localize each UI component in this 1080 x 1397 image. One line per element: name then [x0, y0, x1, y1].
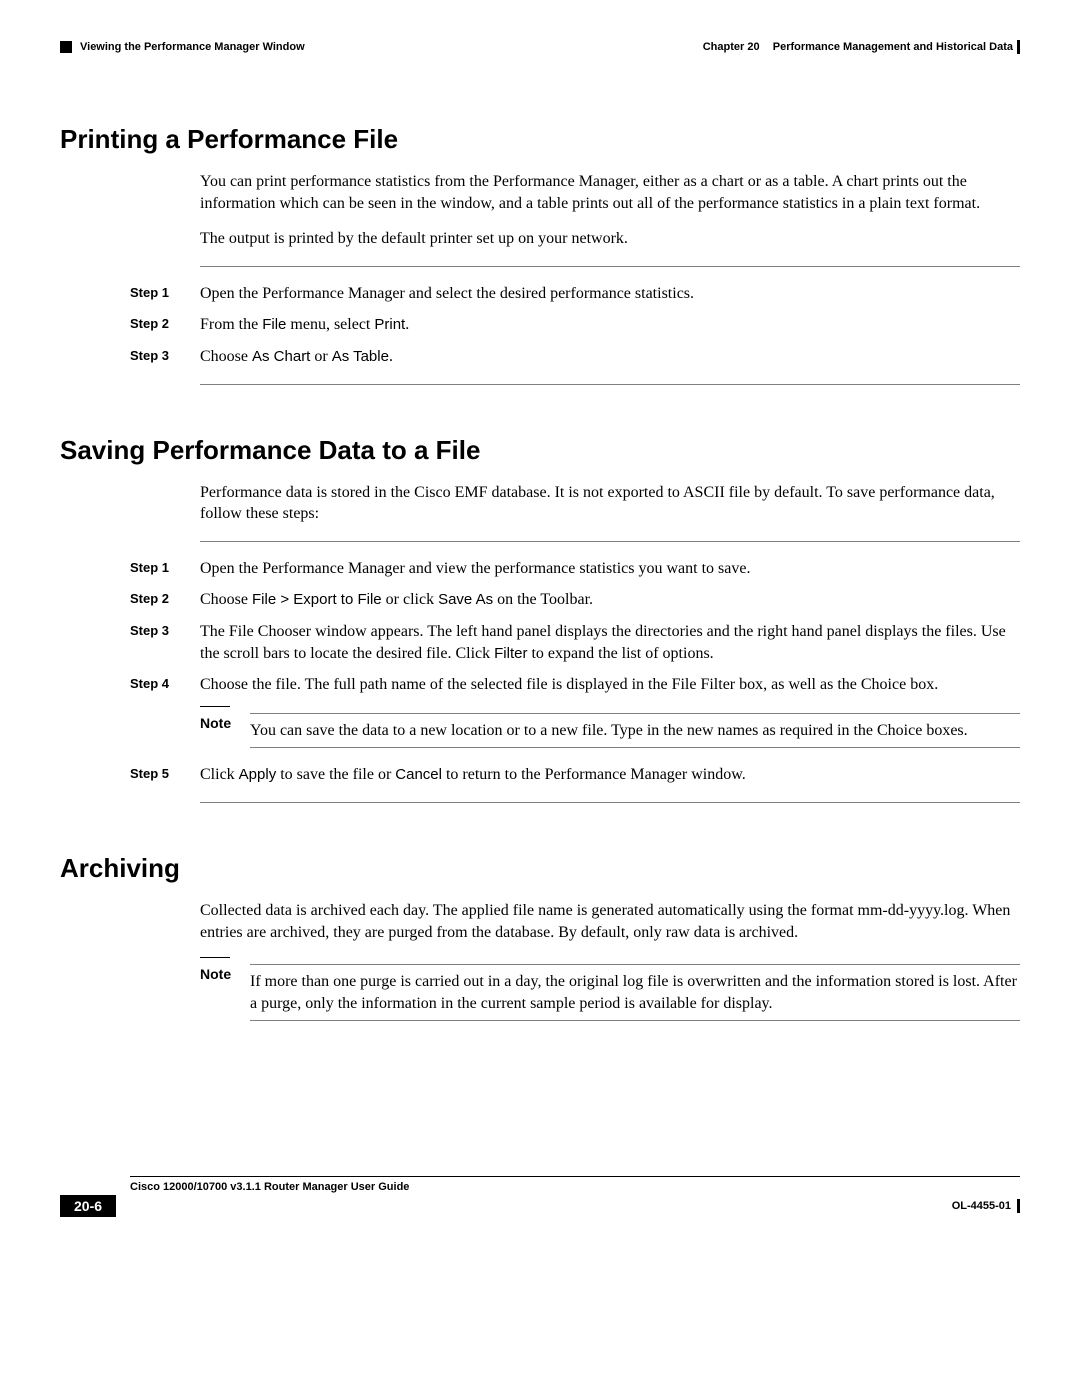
para-printing-1: You can print performance statistics fro… — [200, 171, 1020, 214]
note-text: You can save the data to a new location … — [250, 713, 1020, 749]
note-label: Note — [200, 713, 250, 749]
header-marker-icon — [60, 41, 72, 53]
step-text: Open the Performance Manager and view th… — [200, 558, 1020, 580]
step-row: Step 2 Choose File > Export to File or c… — [130, 589, 1020, 611]
note-rule — [200, 706, 230, 707]
ui-label: As Chart — [252, 348, 310, 365]
page-number: 20-6 — [60, 1195, 116, 1217]
note-label: Note — [200, 964, 250, 1021]
footer-row: 20-6 OL-4455-01 — [60, 1195, 1020, 1217]
step-label: Step 2 — [130, 589, 200, 611]
page-content: Printing a Performance File You can prin… — [60, 124, 1020, 1021]
note-row: Note If more than one purge is carried o… — [200, 964, 1020, 1021]
ui-label: File — [262, 316, 286, 333]
note-rule — [200, 957, 230, 958]
step-row: Step 3 Choose As Chart or As Table. — [130, 346, 1020, 368]
step-label: Step 3 — [130, 346, 200, 368]
divider — [200, 384, 1020, 385]
page-footer: Cisco 12000/10700 v3.1.1 Router Manager … — [60, 1176, 1020, 1217]
step-text: From the File menu, select Print. — [200, 314, 1020, 336]
para-printing-2: The output is printed by the default pri… — [200, 228, 1020, 250]
footer-bar-icon — [1017, 1199, 1020, 1213]
para-archiving-1: Collected data is archived each day. The… — [200, 900, 1020, 943]
header-chapter: Chapter 20 — [703, 41, 760, 53]
note-row: Note You can save the data to a new loca… — [200, 713, 1020, 749]
ui-label: Apply — [239, 766, 277, 783]
step-text: Click Apply to save the file or Cancel t… — [200, 764, 1020, 786]
step-text: Open the Performance Manager and select … — [200, 283, 1020, 305]
footer-guide-title: Cisco 12000/10700 v3.1.1 Router Manager … — [130, 1181, 1020, 1193]
divider — [200, 266, 1020, 267]
page-header: Viewing the Performance Manager Window C… — [60, 40, 1020, 54]
step-text: The File Chooser window appears. The lef… — [200, 621, 1020, 664]
heading-printing: Printing a Performance File — [60, 124, 1020, 155]
step-text: Choose the file. The full path name of t… — [200, 674, 1020, 696]
heading-saving: Saving Performance Data to a File — [60, 435, 1020, 466]
para-saving-1: Performance data is stored in the Cisco … — [200, 482, 1020, 525]
ui-label: File > Export to File — [252, 591, 382, 608]
step-row: Step 2 From the File menu, select Print. — [130, 314, 1020, 336]
header-bar-icon — [1017, 40, 1020, 54]
header-section-text: Viewing the Performance Manager Window — [80, 41, 305, 53]
footer-rule — [130, 1176, 1020, 1177]
ui-label: Save As — [438, 591, 493, 608]
step-label: Step 3 — [130, 621, 200, 664]
step-text: Choose File > Export to File or click Sa… — [200, 589, 1020, 611]
step-label: Step 5 — [130, 764, 200, 786]
step-label: Step 2 — [130, 314, 200, 336]
divider — [200, 541, 1020, 542]
divider — [200, 802, 1020, 803]
step-text: Choose As Chart or As Table. — [200, 346, 1020, 368]
page-container: Viewing the Performance Manager Window C… — [0, 0, 1080, 1069]
heading-archiving: Archiving — [60, 853, 1020, 884]
step-row: Step 3 The File Chooser window appears. … — [130, 621, 1020, 664]
step-label: Step 1 — [130, 283, 200, 305]
step-label: Step 1 — [130, 558, 200, 580]
ui-label: As Table — [332, 348, 389, 365]
step-row: Step 1 Open the Performance Manager and … — [130, 558, 1020, 580]
ui-label: Filter — [494, 645, 527, 662]
header-left: Viewing the Performance Manager Window — [60, 41, 305, 53]
doc-code: OL-4455-01 — [952, 1200, 1011, 1212]
step-row: Step 1 Open the Performance Manager and … — [130, 283, 1020, 305]
ui-label: Cancel — [395, 766, 442, 783]
step-row: Step 5 Click Apply to save the file or C… — [130, 764, 1020, 786]
header-right: Chapter 20 Performance Management and Hi… — [703, 40, 1020, 54]
header-chapter-title: Performance Management and Historical Da… — [764, 41, 1013, 53]
step-row: Step 4 Choose the file. The full path na… — [130, 674, 1020, 696]
note-text: If more than one purge is carried out in… — [250, 964, 1020, 1021]
footer-row: Cisco 12000/10700 v3.1.1 Router Manager … — [60, 1181, 1020, 1193]
ui-label: Print — [374, 316, 405, 333]
step-label: Step 4 — [130, 674, 200, 696]
